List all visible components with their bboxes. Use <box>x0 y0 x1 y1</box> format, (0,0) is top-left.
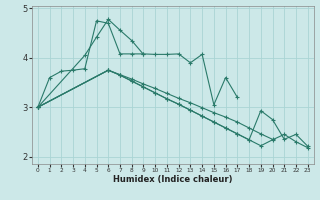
X-axis label: Humidex (Indice chaleur): Humidex (Indice chaleur) <box>113 175 233 184</box>
